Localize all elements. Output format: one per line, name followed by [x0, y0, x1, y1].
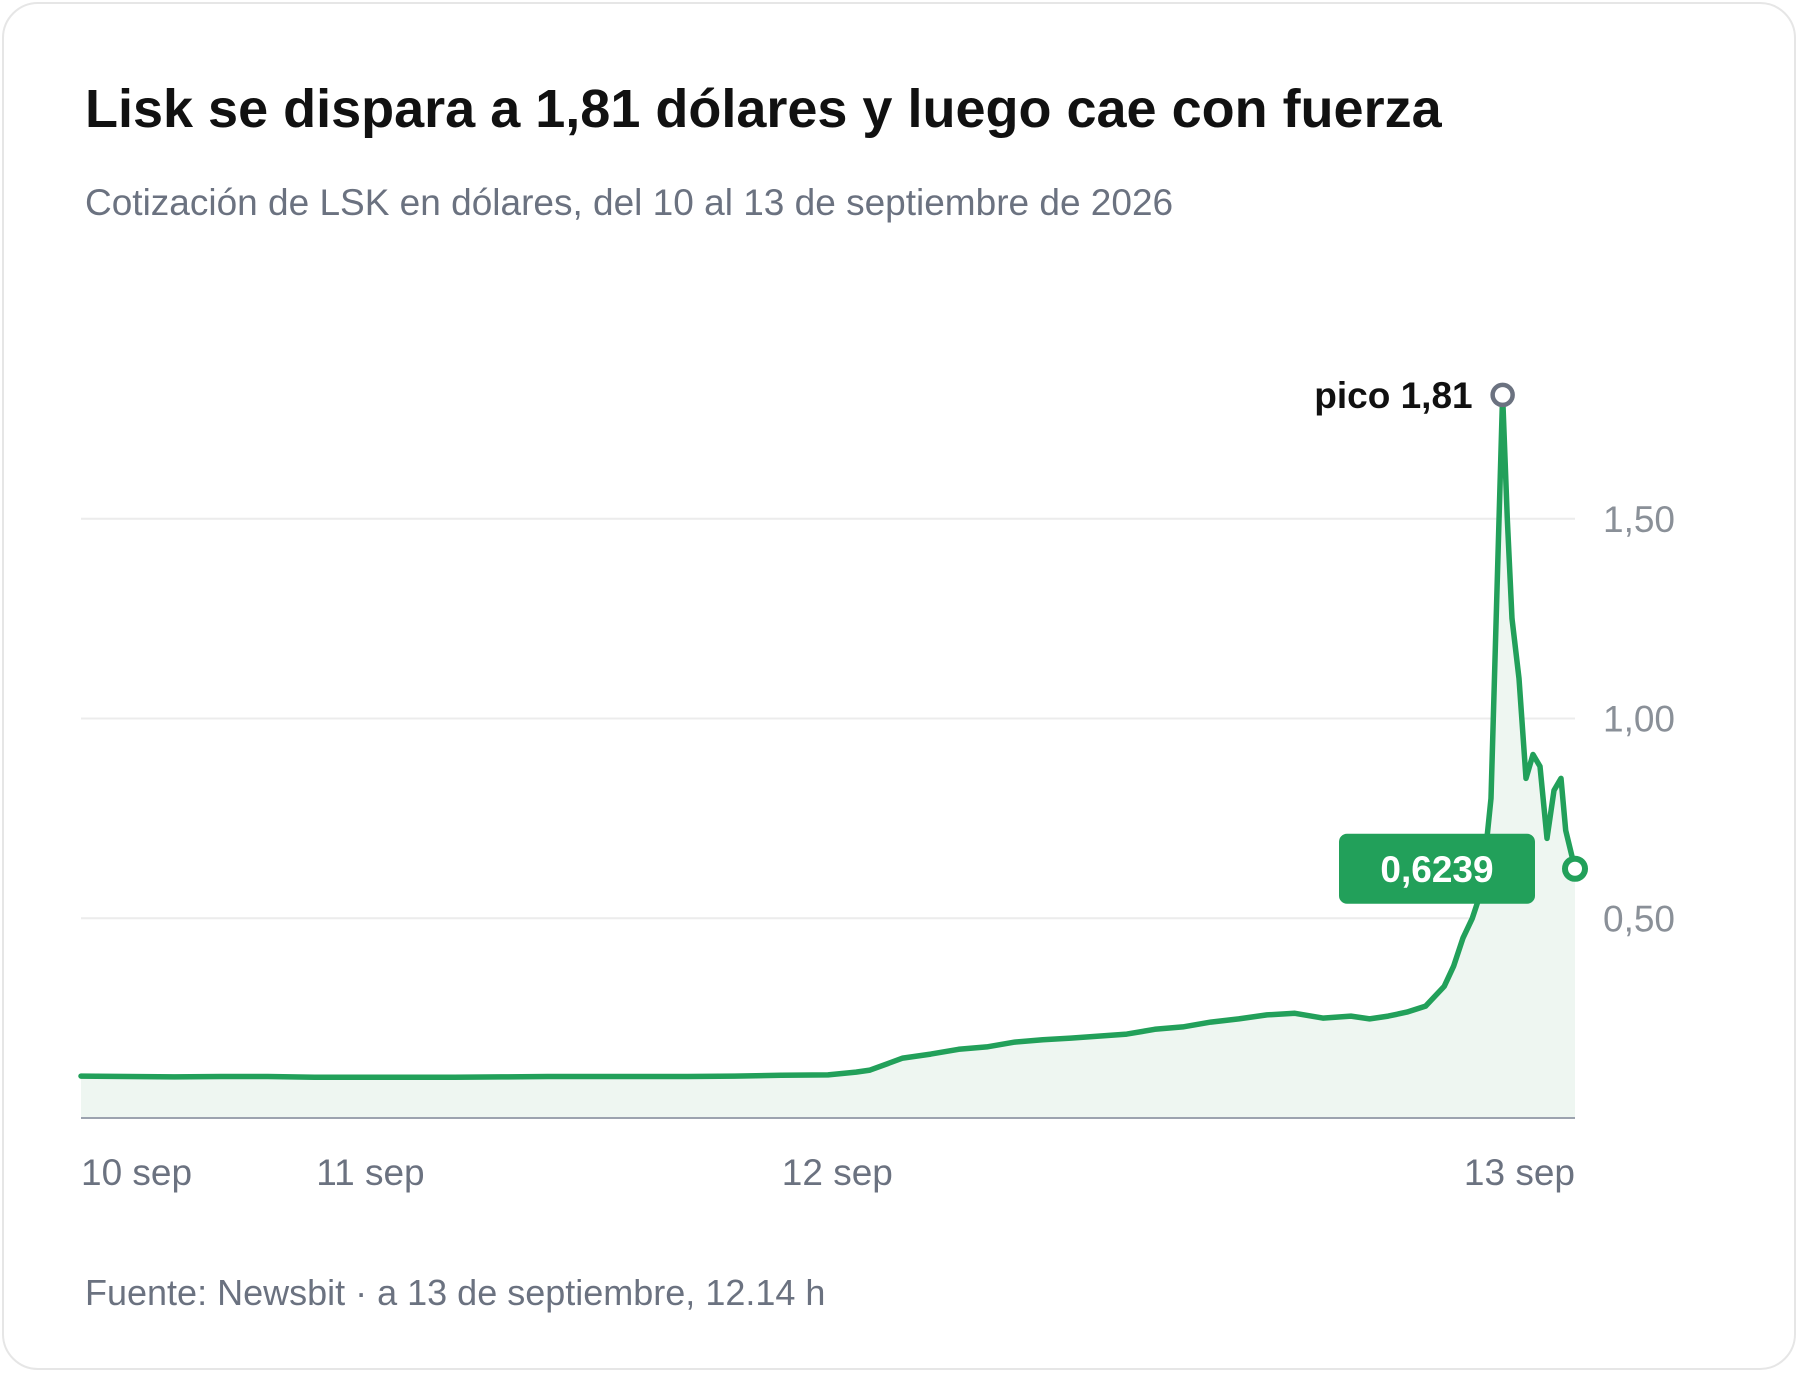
x-tick-label: 13 sep: [1464, 1152, 1575, 1193]
y-tick-label: 0,50: [1603, 898, 1675, 939]
gridlines: [81, 517, 1575, 920]
last-value-marker: [1562, 855, 1588, 882]
x-axis-ticks: 10 sep 11 sep 12 sep 13 sep: [81, 1152, 1575, 1193]
y-axis-ticks: 0,50 1,00 1,50: [1603, 499, 1675, 940]
last-value-badge: [1339, 833, 1535, 904]
x-tick-label: 11 sep: [316, 1152, 424, 1193]
peak-annotation-label: pico 1,81: [1314, 375, 1472, 416]
price-area: [81, 394, 1575, 1118]
y-tick-label: 1,50: [1603, 499, 1675, 540]
last-value-label: 0,6239: [1380, 849, 1493, 890]
x-tick-label: 10 sep: [81, 1152, 192, 1193]
x-tick-label: 12 sep: [782, 1152, 893, 1193]
y-tick-label: 1,00: [1603, 699, 1675, 740]
chart-subtitle: Cotización de LSK en dólares, del 10 al …: [85, 182, 1174, 223]
price-line: [78, 392, 1578, 1081]
chart-title: Lisk se dispara a 1,81 dólares y luego c…: [85, 79, 1442, 139]
chart-source: Fuente: Newsbit · a 13 de septiembre, 12…: [85, 1272, 826, 1313]
peak-marker: [1490, 382, 1515, 408]
